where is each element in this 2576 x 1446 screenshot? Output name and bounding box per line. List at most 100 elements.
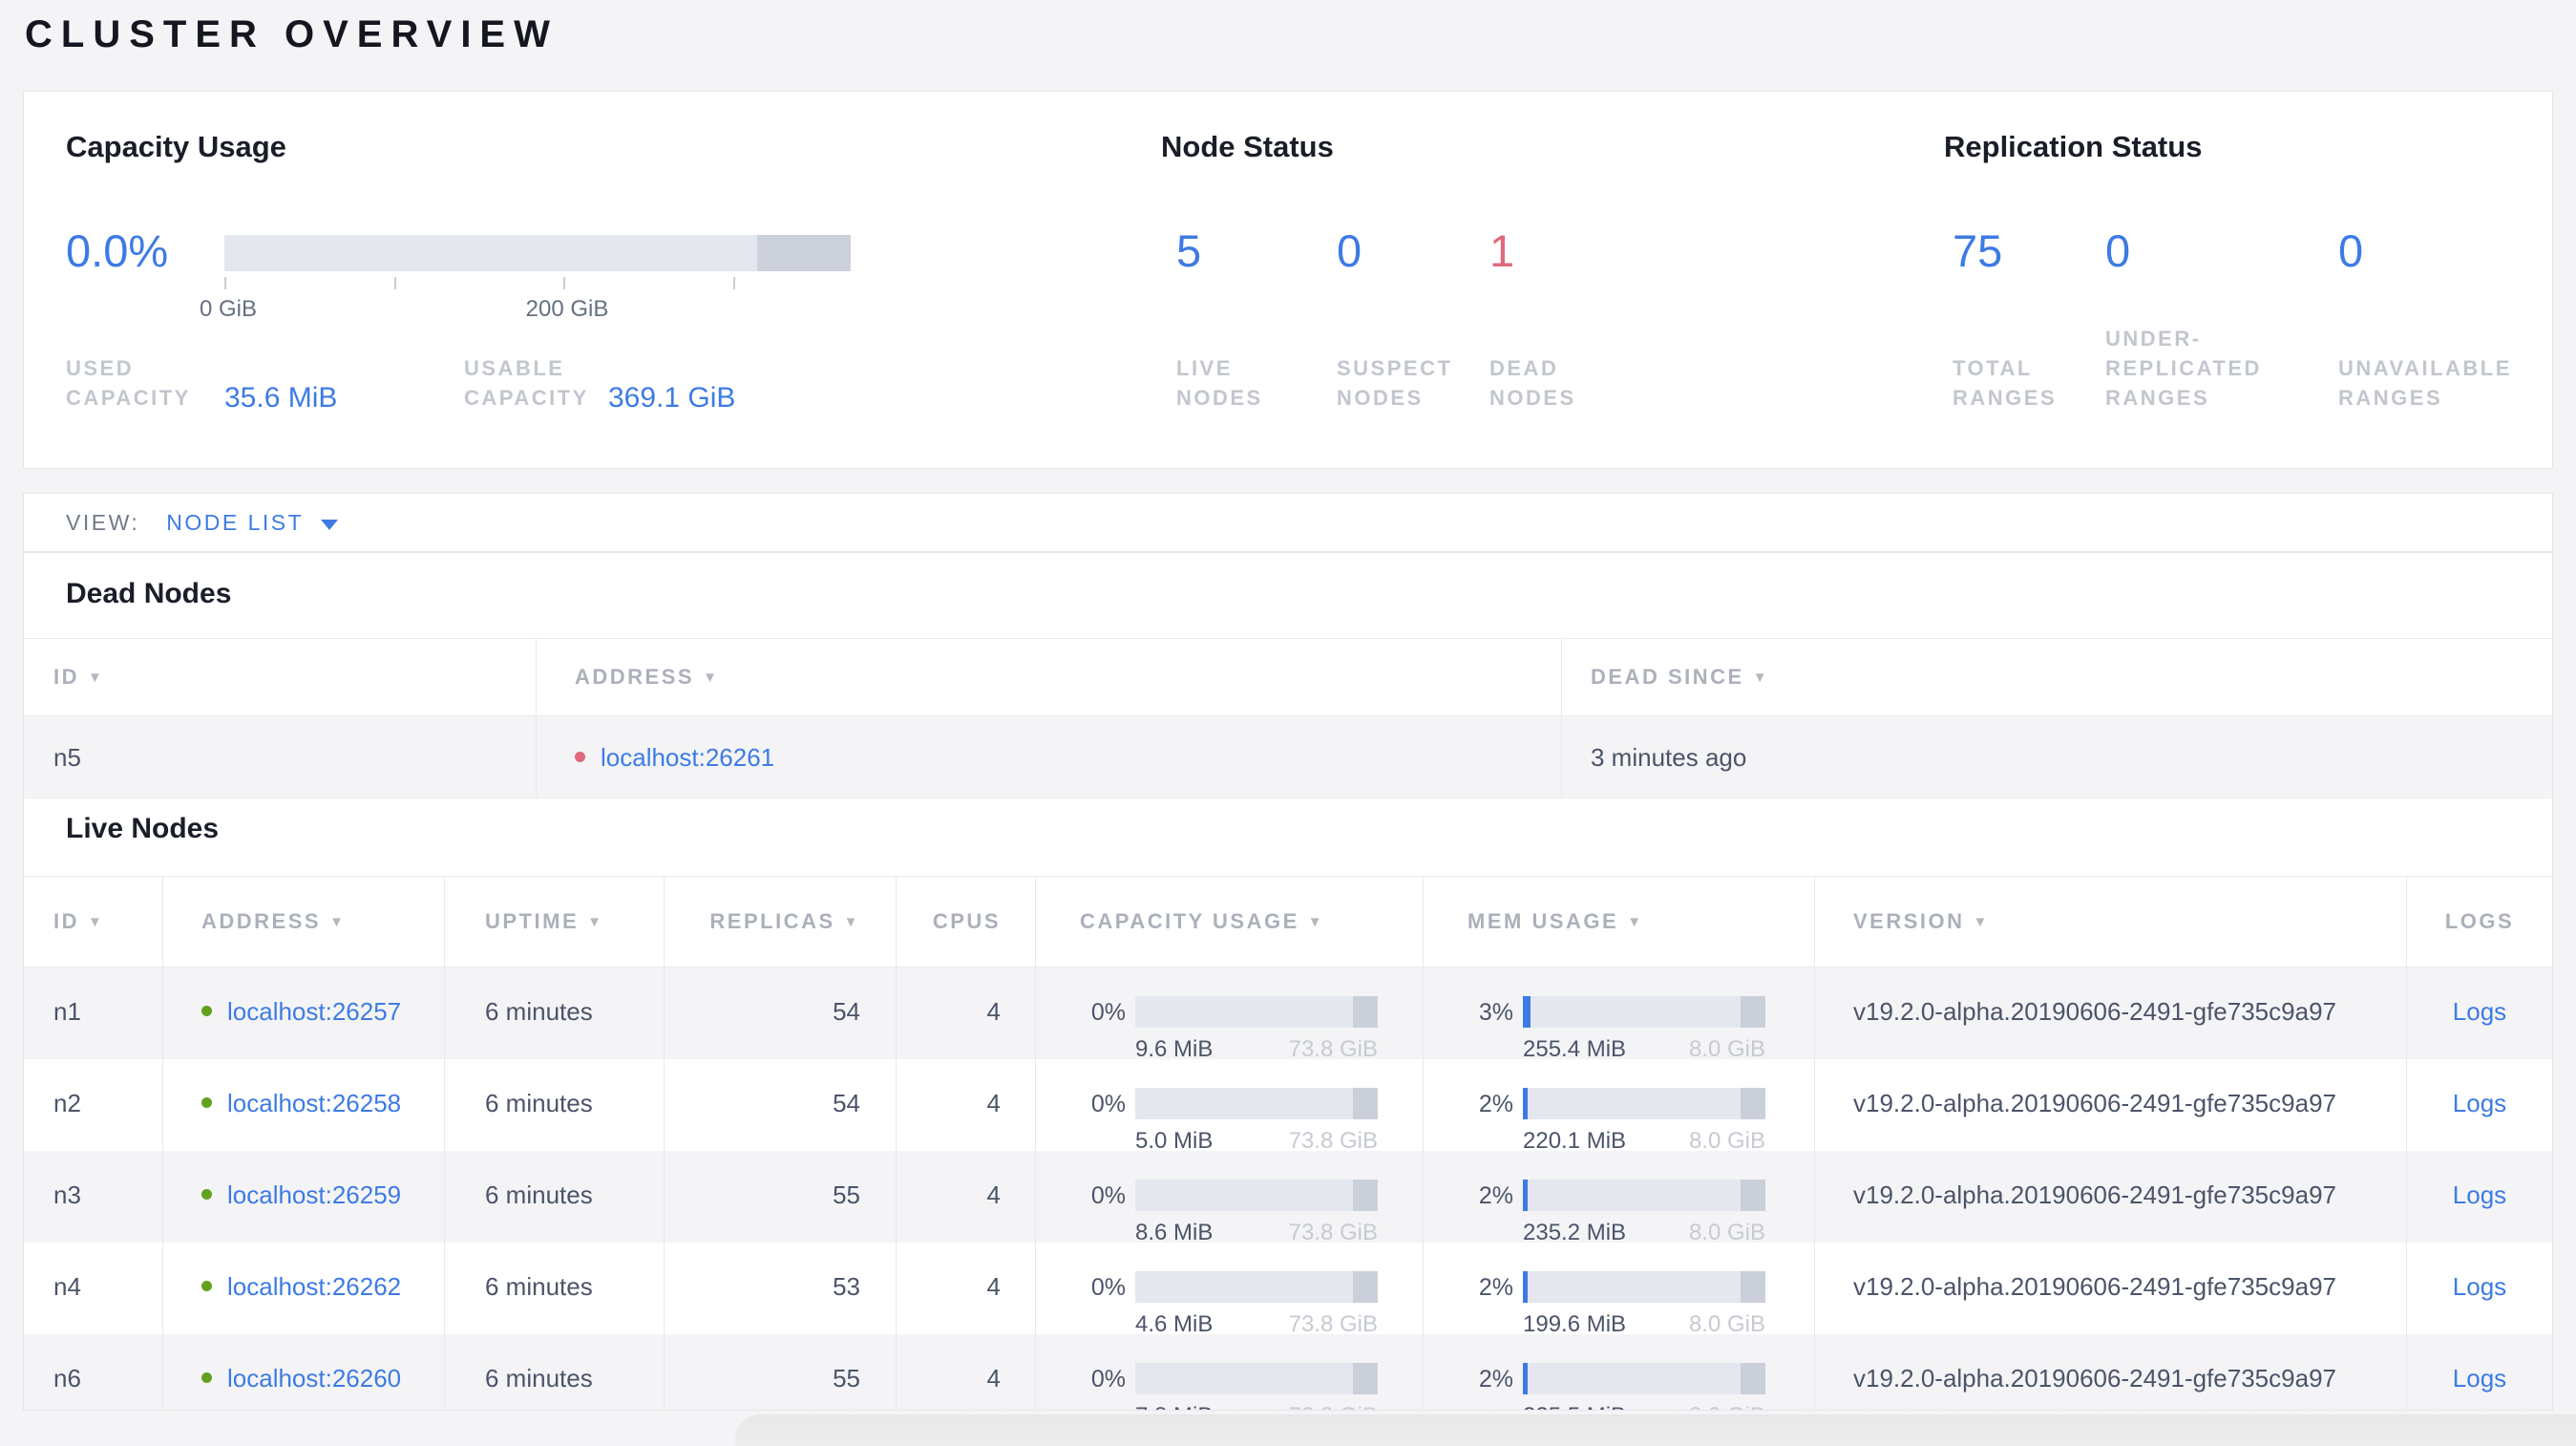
chevron-down-icon[interactable] <box>321 519 339 530</box>
node-address-link[interactable]: localhost:26257 <box>227 997 402 1026</box>
dead-nodes-table-body: n5 localhost:26261 3 minutes ago <box>24 716 2552 798</box>
mem-usage-meter: 3% 255.4 MiB 8.0 GiB <box>1467 996 1765 1065</box>
node-address-link[interactable]: localhost:26261 <box>601 743 775 772</box>
node-address-cell: localhost:26260 <box>163 1334 445 1410</box>
page-title: CLUSTER OVERVIEW <box>25 13 559 55</box>
node-status-heading: Node Status <box>1161 130 1334 163</box>
mem-usage-meter: 2% 220.1 MiB 8.0 GiB <box>1467 1088 1765 1157</box>
column-header-cpus: CPUS <box>897 877 1036 967</box>
live-nodes-table-header: ID ▼ ADDRESS ▼ UPTIME ▼ REPLICAS ▼ CPUS CAPACITY … <box>24 877 2552 968</box>
sort-arrow-icon: ▼ <box>329 913 347 930</box>
column-header-memory[interactable]: MEM USAGE ▼ <box>1424 877 1815 967</box>
overview-summary-card: Capacity Usage 0.0% 0 GiB 200 GiB USED C… <box>23 91 2553 469</box>
column-header-id[interactable]: ID ▼ <box>24 877 163 967</box>
node-address-cell: localhost:26259 <box>163 1151 445 1248</box>
node-replicas: 55 <box>665 1334 897 1410</box>
dead-nodes-table: ID ▼ ADDRESS ▼ DEAD SINCE ▼ n5 localhost:2626… <box>24 638 2552 798</box>
under-replicated-count: 0 <box>2105 225 2131 276</box>
live-nodes-count: 5 <box>1176 225 1202 276</box>
capacity-usage-meter: 0% 9.6 MiB 73.8 GiB <box>1080 996 1378 1065</box>
node-address-link[interactable]: localhost:26258 <box>227 1089 402 1117</box>
node-cpus: 4 <box>897 1243 1036 1340</box>
dead-status-dot-icon <box>575 752 585 762</box>
used-capacity-value: 35.6 MiB <box>224 382 338 414</box>
node-version: v19.2.0-alpha.20190606-2491-gfe735c9a97 <box>1815 1334 2407 1410</box>
mem-usage-meter: 2% 235.2 MiB 8.0 GiB <box>1467 1180 1765 1248</box>
sort-arrow-icon: ▼ <box>703 669 720 686</box>
node-replicas: 54 <box>665 968 897 1065</box>
node-mem-usage-cell: 2% 235.2 MiB 8.0 GiB <box>1424 1151 1815 1248</box>
column-header-id[interactable]: ID ▼ <box>24 639 537 715</box>
live-nodes-label: LIVE NODES <box>1176 356 1263 410</box>
logs-link[interactable]: Logs <box>2452 997 2507 1026</box>
capacity-axis-tick <box>394 277 396 289</box>
mem-usage-meter: 2% 225.5 MiB 8.0 GiB <box>1467 1363 1765 1410</box>
live-node-row: n1 localhost:26257 6 minutes 54 4 0% 9.6… <box>24 968 2552 1065</box>
node-logs-cell: Logs <box>2407 968 2552 1065</box>
capacity-usage-meter: 0% 5.0 MiB 73.8 GiB <box>1080 1088 1378 1157</box>
node-address-cell: localhost:26262 <box>163 1243 445 1340</box>
live-node-row: n3 localhost:26259 6 minutes 55 4 0% 8.6… <box>24 1151 2552 1248</box>
view-dropdown[interactable]: NODE LIST <box>166 509 305 535</box>
node-mem-usage-cell: 2% 220.1 MiB 8.0 GiB <box>1424 1059 1815 1157</box>
total-ranges-count: 75 <box>1953 225 2003 276</box>
node-address-link[interactable]: localhost:26260 <box>227 1364 402 1393</box>
used-capacity-label: USED CAPACITY <box>66 356 191 410</box>
unavailable-ranges-count: 0 <box>2338 225 2364 276</box>
logs-link[interactable]: Logs <box>2452 1272 2507 1301</box>
capacity-usage-meter: 0% 4.6 MiB 73.8 GiB <box>1080 1271 1378 1340</box>
node-uptime: 6 minutes <box>445 1059 665 1157</box>
dead-nodes-label: DEAD NODES <box>1489 356 1576 410</box>
node-mem-usage-cell: 3% 255.4 MiB 8.0 GiB <box>1424 968 1815 1065</box>
node-cpus: 4 <box>897 1059 1036 1157</box>
replication-status-heading: Replication Status <box>1944 130 2203 163</box>
node-capacity-usage-cell: 0% 4.6 MiB 73.8 GiB <box>1036 1243 1424 1340</box>
node-cpus: 4 <box>897 1151 1036 1248</box>
total-ranges-label: TOTAL RANGES <box>1953 356 2058 410</box>
node-id: n3 <box>24 1151 163 1248</box>
mem-usage-meter: 2% 199.6 MiB 8.0 GiB <box>1467 1271 1765 1340</box>
column-header-address[interactable]: ADDRESS ▼ <box>163 877 445 967</box>
node-capacity-usage-cell: 0% 5.0 MiB 73.8 GiB <box>1036 1059 1424 1157</box>
node-capacity-usage-cell: 0% 8.6 MiB 73.8 GiB <box>1036 1151 1424 1248</box>
logs-link[interactable]: Logs <box>2452 1364 2507 1393</box>
column-header-capacity[interactable]: CAPACITY USAGE ▼ <box>1036 877 1424 967</box>
capacity-usage-meter: 0% 8.6 MiB 73.8 GiB <box>1080 1180 1378 1248</box>
nodes-panel: Dead Nodes ID ▼ ADDRESS ▼ DEAD SINCE ▼ n5 loc… <box>23 552 2553 1411</box>
dead-nodes-table-header: ID ▼ ADDRESS ▼ DEAD SINCE ▼ <box>24 639 2552 716</box>
usable-capacity-value: 369.1 GiB <box>608 382 736 414</box>
column-header-version[interactable]: VERSION ▼ <box>1815 877 2407 967</box>
node-uptime: 6 minutes <box>445 1151 665 1248</box>
node-id: n6 <box>24 1334 163 1410</box>
dead-node-row: n5 localhost:26261 3 minutes ago <box>24 716 2552 798</box>
node-logs-cell: Logs <box>2407 1243 2552 1340</box>
node-address-link[interactable]: localhost:26259 <box>227 1180 402 1209</box>
node-uptime: 6 minutes <box>445 1243 665 1340</box>
capacity-usage-heading: Capacity Usage <box>66 130 286 163</box>
column-header-dead_since[interactable]: DEAD SINCE ▼ <box>1591 665 1770 689</box>
node-cpus: 4 <box>897 1334 1036 1410</box>
logs-link[interactable]: Logs <box>2452 1180 2507 1209</box>
column-header-replicas[interactable]: REPLICAS ▼ <box>665 877 897 967</box>
capacity-usage-meter: 0% 7.8 MiB 73.8 GiB <box>1080 1363 1378 1410</box>
logs-link[interactable]: Logs <box>2452 1089 2507 1117</box>
node-id: n5 <box>24 716 537 797</box>
capacity-axis-label-200: 200 GiB <box>525 296 609 322</box>
node-address-cell: localhost:26261 <box>537 716 1562 797</box>
sort-arrow-icon: ▼ <box>88 669 105 686</box>
node-replicas: 53 <box>665 1243 897 1340</box>
sort-arrow-icon: ▼ <box>587 913 604 930</box>
node-capacity-usage-cell: 0% 7.8 MiB 73.8 GiB <box>1036 1334 1424 1410</box>
node-address-link[interactable]: localhost:26262 <box>227 1272 402 1301</box>
column-header-address[interactable]: ADDRESS ▼ <box>537 639 1562 715</box>
column-header-uptime[interactable]: UPTIME ▼ <box>445 877 665 967</box>
live-nodes-heading: Live Nodes <box>66 813 220 844</box>
node-version: v19.2.0-alpha.20190606-2491-gfe735c9a97 <box>1815 1151 2407 1248</box>
live-status-dot-icon <box>201 1189 212 1200</box>
node-id: n2 <box>24 1059 163 1157</box>
node-replicas: 55 <box>665 1151 897 1248</box>
capacity-axis-label-0: 0 GiB <box>199 296 258 322</box>
suspect-nodes-count: 0 <box>1337 225 1362 276</box>
dead-nodes-heading: Dead Nodes <box>66 578 232 609</box>
